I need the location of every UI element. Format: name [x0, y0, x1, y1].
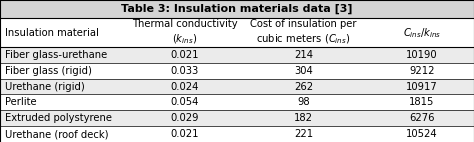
Text: 0.024: 0.024: [171, 82, 199, 91]
FancyBboxPatch shape: [0, 63, 474, 79]
Text: 304: 304: [294, 66, 313, 76]
Text: Insulation material: Insulation material: [5, 28, 99, 38]
Text: 10917: 10917: [406, 82, 438, 91]
FancyBboxPatch shape: [0, 110, 474, 126]
Text: Table 3: Insulation materials data [3]: Table 3: Insulation materials data [3]: [121, 4, 353, 14]
Text: Fiber glass-urethane: Fiber glass-urethane: [5, 50, 107, 60]
FancyBboxPatch shape: [0, 126, 474, 142]
Text: Urethane (roof deck): Urethane (roof deck): [5, 129, 108, 139]
Text: Fiber glass (rigid): Fiber glass (rigid): [5, 66, 91, 76]
Text: 6276: 6276: [409, 113, 435, 123]
Text: $C_{ins}/k_{ins}$: $C_{ins}/k_{ins}$: [403, 26, 441, 40]
Text: 0.029: 0.029: [171, 113, 199, 123]
Text: 10524: 10524: [406, 129, 438, 139]
Text: Urethane (rigid): Urethane (rigid): [5, 82, 84, 91]
Text: 221: 221: [294, 129, 313, 139]
FancyBboxPatch shape: [0, 94, 474, 110]
Text: Cost of insulation per
cubic meters ($C_{ins}$): Cost of insulation per cubic meters ($C_…: [250, 19, 356, 46]
Text: 1815: 1815: [409, 97, 435, 107]
Text: 9212: 9212: [409, 66, 435, 76]
FancyBboxPatch shape: [0, 79, 474, 94]
Text: 0.021: 0.021: [171, 129, 199, 139]
Text: 0.021: 0.021: [171, 50, 199, 60]
FancyBboxPatch shape: [0, 0, 474, 18]
Text: Perlite: Perlite: [5, 97, 36, 107]
Text: 10190: 10190: [406, 50, 438, 60]
Text: 182: 182: [294, 113, 313, 123]
Text: 98: 98: [297, 97, 310, 107]
Text: Extruded polystyrene: Extruded polystyrene: [5, 113, 112, 123]
Text: 214: 214: [294, 50, 313, 60]
Text: 0.033: 0.033: [171, 66, 199, 76]
Text: 0.054: 0.054: [171, 97, 199, 107]
FancyBboxPatch shape: [0, 47, 474, 63]
Text: 262: 262: [294, 82, 313, 91]
Text: Thermal conductivity
($k_{ins}$): Thermal conductivity ($k_{ins}$): [132, 19, 237, 46]
FancyBboxPatch shape: [0, 18, 474, 47]
